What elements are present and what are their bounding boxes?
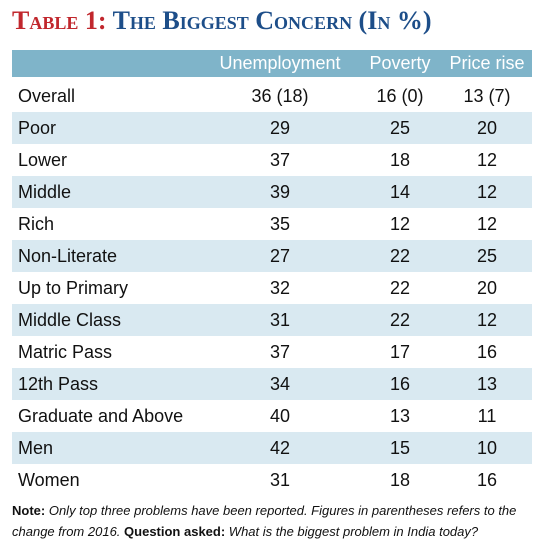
cell-value: 20 — [476, 278, 498, 298]
cell-value: 16 — [389, 374, 411, 394]
table-row: Graduate and Above 40 13 11 — [12, 400, 532, 432]
row-label: Rich — [18, 214, 55, 234]
table-row: 12th Pass 34 16 13 — [12, 368, 532, 400]
table-row: Lower 37 18 12 — [12, 144, 532, 176]
table-row: Up to Primary 32 22 20 — [12, 272, 532, 304]
cell-value: 11 — [477, 406, 497, 426]
cell-value: 35 — [269, 214, 291, 234]
cell-value: 12 — [389, 214, 411, 234]
cell-value: 13 — [389, 406, 411, 426]
cell-value: 39 — [269, 182, 291, 202]
note-text: Only top three problems have been report… — [12, 503, 517, 539]
cell-value: 27 — [269, 246, 291, 266]
table-row: Matric Pass 37 17 16 — [12, 336, 532, 368]
cell-value: 25 — [389, 118, 411, 138]
table-label: Table 1: — [12, 6, 107, 35]
cell-value: 22 — [389, 310, 411, 330]
column-header: Unemployment — [219, 53, 341, 73]
table-row: Poor 29 25 20 — [12, 112, 532, 144]
column-header: Poverty — [369, 53, 431, 73]
column-header: Price rise — [449, 53, 525, 73]
cell-value: 15 — [389, 438, 411, 458]
cell-value: 16 (0) — [376, 86, 424, 106]
cell-value: 12 — [476, 182, 498, 202]
title: Table 1: The Biggest Concern (In %) — [12, 6, 432, 36]
row-label: 12th Pass — [18, 374, 99, 394]
cell-value: 29 — [269, 118, 291, 138]
cell-value: 37 — [269, 150, 291, 170]
cell-value: 22 — [389, 246, 411, 266]
table-row: Rich 35 12 12 — [12, 208, 532, 240]
table-row: Men 42 15 10 — [12, 432, 532, 464]
cell-value: 40 — [269, 406, 291, 426]
table-header: Unemployment Poverty Price rise — [12, 50, 532, 77]
cell-value: 13 — [476, 374, 498, 394]
cell-value: 12 — [476, 310, 498, 330]
table-row: Women 31 18 16 — [12, 464, 532, 496]
note-label: Note: — [12, 503, 46, 518]
cell-value: 12 — [476, 214, 498, 234]
cell-value: 17 — [389, 342, 411, 362]
row-label: Lower — [18, 150, 68, 170]
cell-value: 18 — [389, 150, 411, 170]
table-title: The Biggest Concern (In %) — [112, 6, 432, 35]
cell-value: 16 — [476, 342, 498, 362]
cell-value: 13 (7) — [463, 86, 511, 106]
row-label: Women — [18, 470, 80, 490]
row-label: Non-Literate — [18, 246, 118, 266]
table-row: Middle 39 14 12 — [12, 176, 532, 208]
question-label: Question asked: — [124, 524, 226, 539]
question-text: What is the biggest problem in India tod… — [228, 524, 479, 539]
cell-value: 20 — [476, 118, 498, 138]
row-label: Graduate and Above — [18, 406, 184, 426]
table-row: Non-Literate 27 22 25 — [12, 240, 532, 272]
row-label: Poor — [18, 118, 57, 138]
cell-value: 34 — [269, 374, 291, 394]
cell-value: 42 — [269, 438, 291, 458]
cell-value: 25 — [476, 246, 498, 266]
cell-value: 12 — [476, 150, 498, 170]
row-label: Middle Class — [18, 310, 122, 330]
cell-value: 22 — [389, 278, 411, 298]
cell-value: 14 — [389, 182, 411, 202]
row-label: Men — [18, 438, 54, 458]
cell-value: 31 — [269, 310, 291, 330]
cell-value: 31 — [269, 470, 291, 490]
table-row: Middle Class 31 22 12 — [12, 304, 532, 336]
row-label: Up to Primary — [18, 278, 129, 298]
cell-value: 37 — [269, 342, 291, 362]
cell-value: 32 — [269, 278, 291, 298]
cell-value: 16 — [476, 470, 498, 490]
cell-value: 36 (18) — [251, 86, 309, 106]
note: Note: Only top three problems have been … — [12, 500, 537, 542]
table-row: Overall 36 (18) 16 (0) 13 (7) — [12, 80, 532, 112]
row-label: Overall — [18, 86, 76, 106]
row-label: Matric Pass — [18, 342, 113, 362]
row-label: Middle — [18, 182, 72, 202]
cell-value: 18 — [389, 470, 411, 490]
cell-value: 10 — [476, 438, 498, 458]
